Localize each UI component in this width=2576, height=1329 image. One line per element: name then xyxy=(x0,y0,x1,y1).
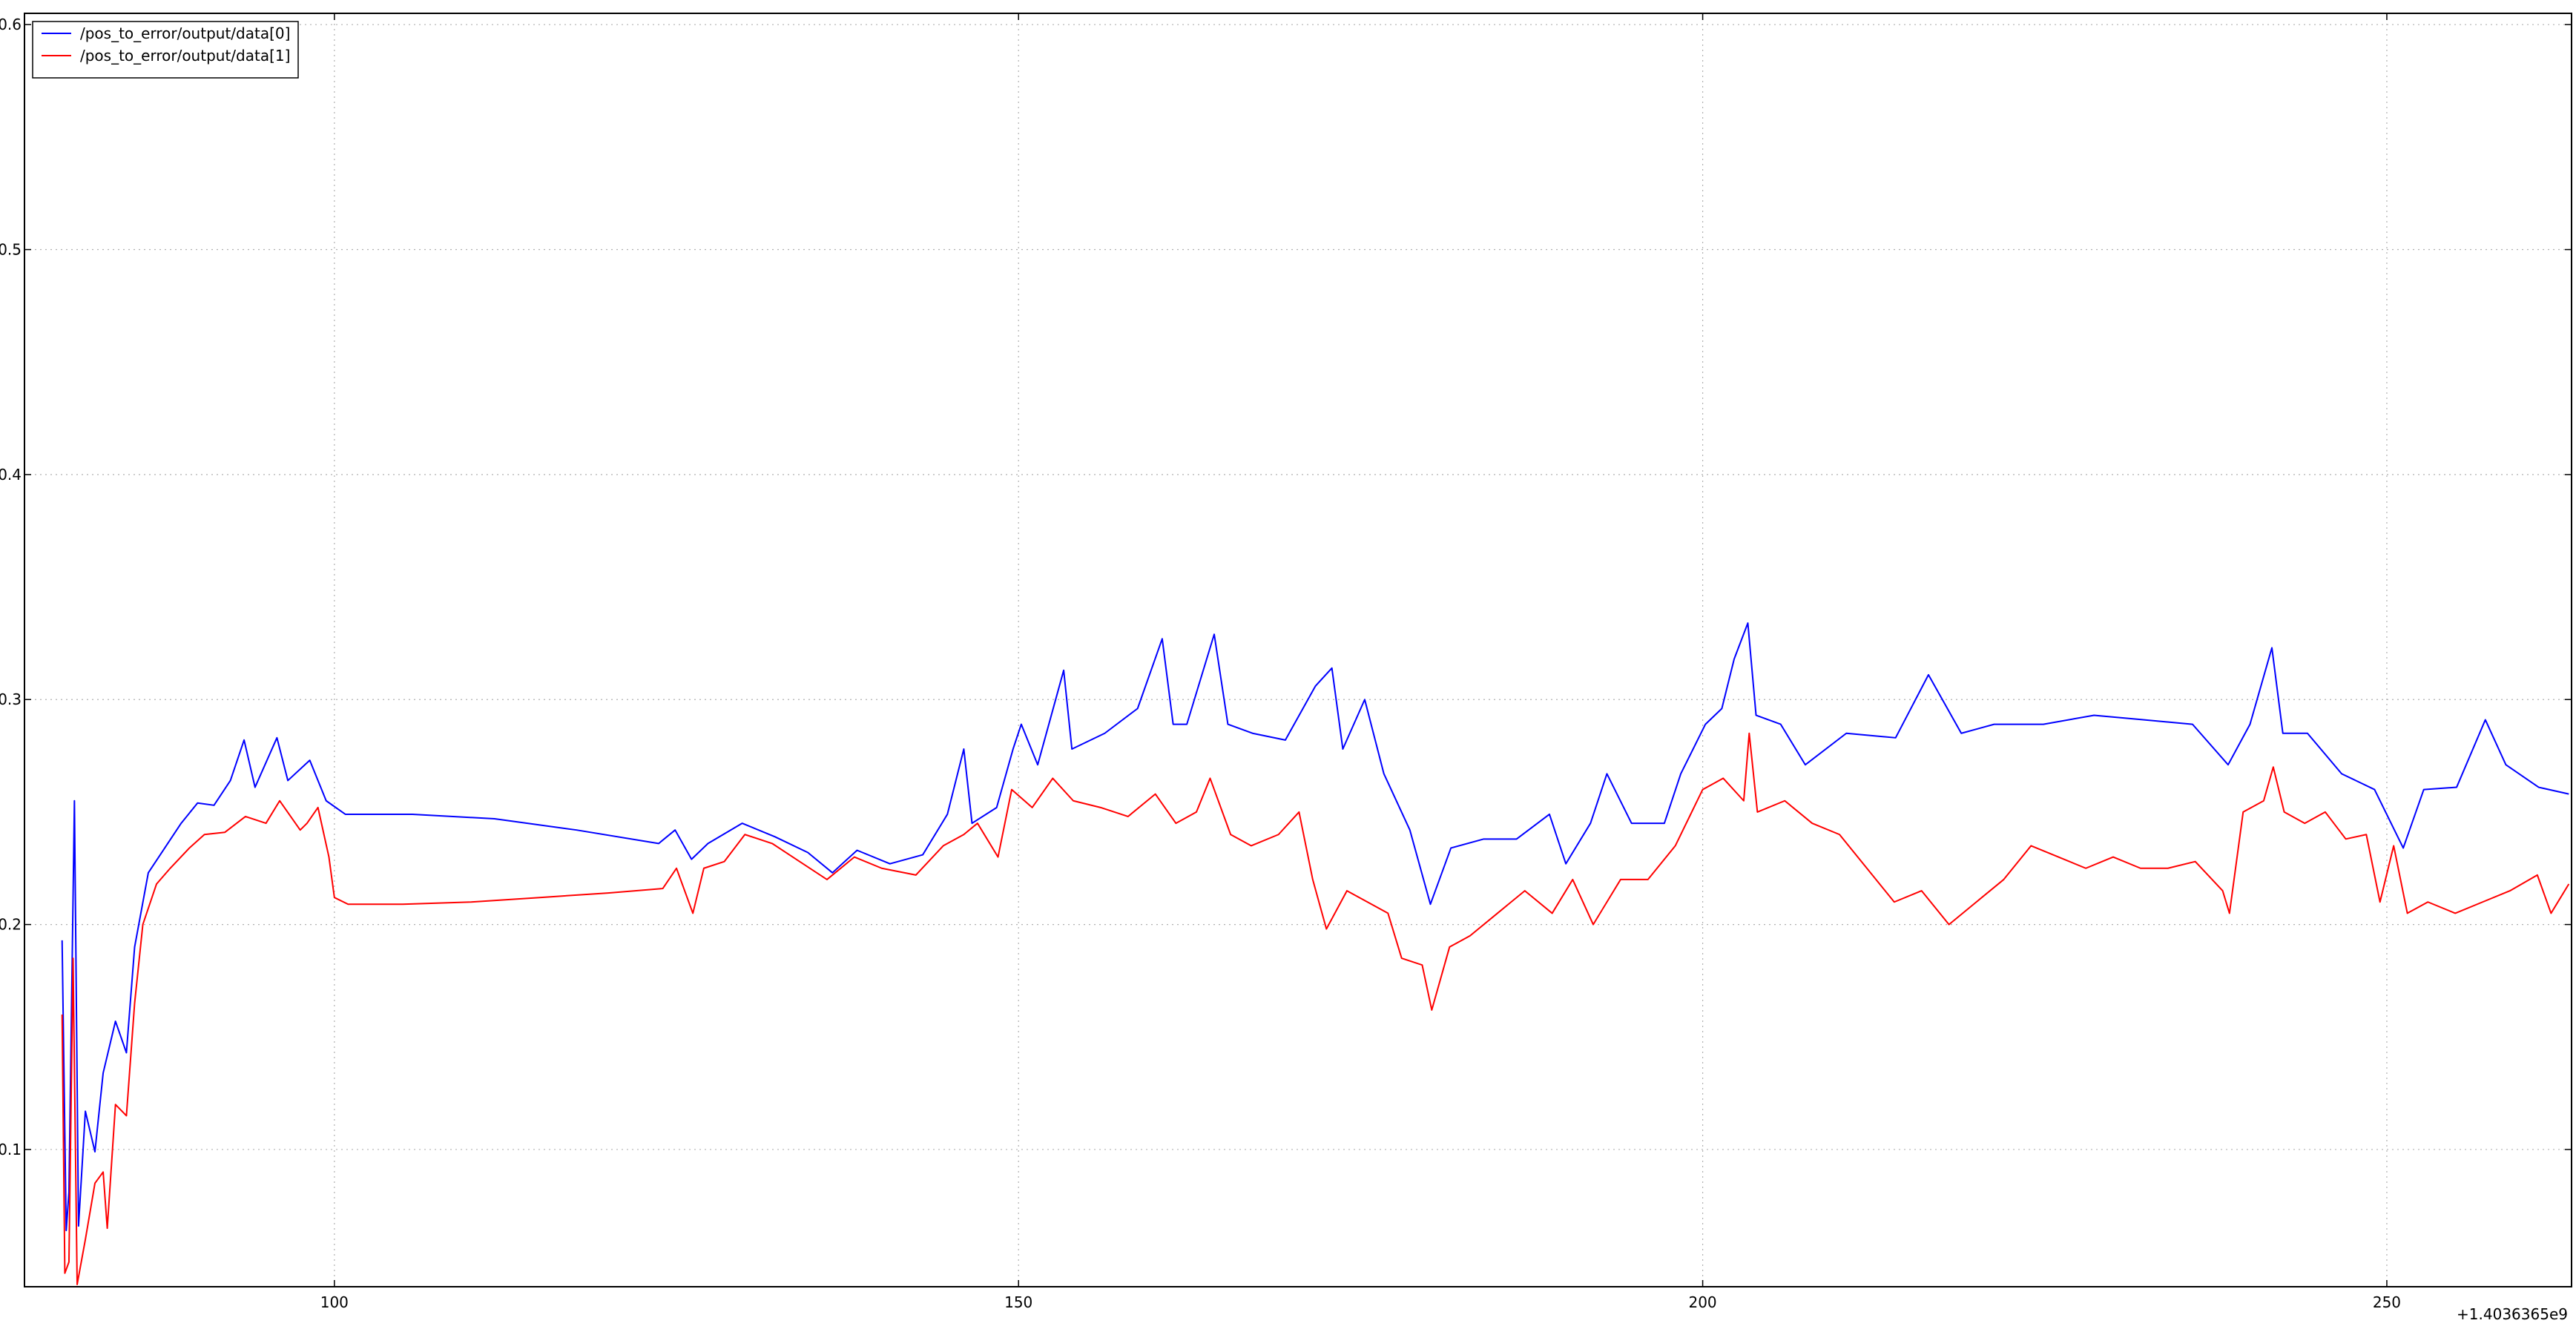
legend-label: /pos_to_error/output/data[1] xyxy=(80,47,290,65)
x-tick-label: 250 xyxy=(2373,1293,2401,1311)
x-tick-label: 100 xyxy=(320,1293,349,1311)
legend-box xyxy=(32,21,299,79)
y-tick-label: 0.5 xyxy=(0,241,22,259)
y-tick-label: 0.3 xyxy=(0,690,22,708)
x-tick-label: 200 xyxy=(1688,1293,1716,1311)
data-line xyxy=(61,622,2569,1232)
y-tick-label: 0.4 xyxy=(0,466,22,484)
x-offset-label: +1.4036365e9 xyxy=(2457,1305,2568,1323)
y-tick-label: 0.2 xyxy=(0,916,22,934)
data-line xyxy=(61,732,2570,1285)
x-tick-label: 150 xyxy=(1004,1293,1032,1311)
legend-label: /pos_to_error/output/data[0] xyxy=(80,24,290,42)
y-tick-label: 0.1 xyxy=(0,1141,22,1158)
plot-frame xyxy=(24,13,2572,1287)
y-tick-label: 0.6 xyxy=(0,16,22,33)
